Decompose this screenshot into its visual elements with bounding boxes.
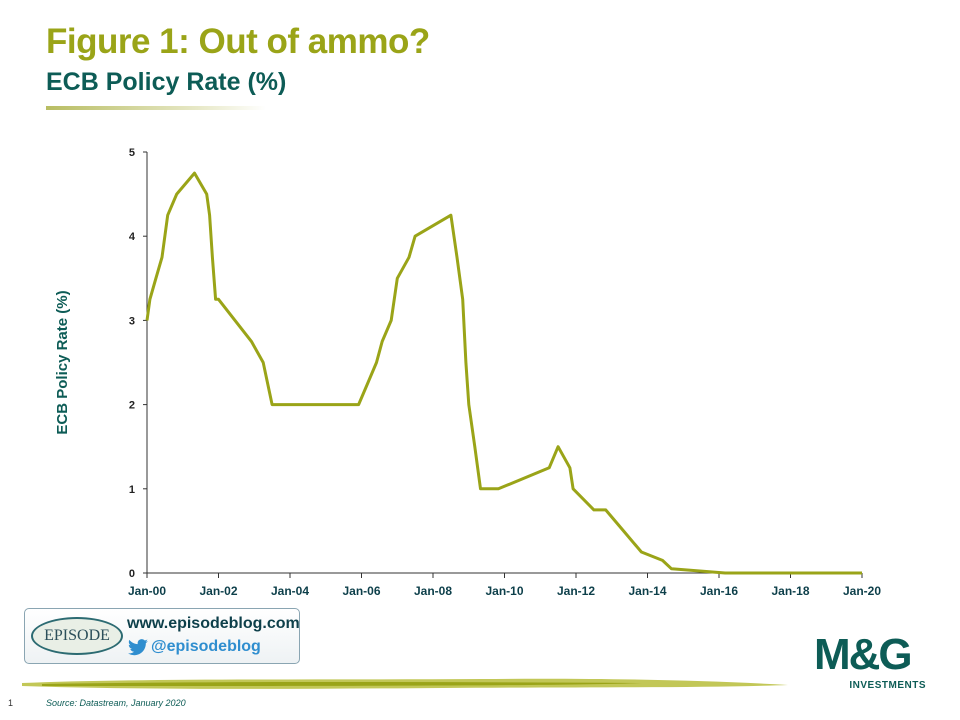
episode-logo[interactable]: EPISODE [31, 617, 123, 655]
x-tick-label: Jan-14 [628, 584, 666, 598]
x-tick-label: Jan-04 [271, 584, 309, 598]
mg-logo-text: M&G [814, 630, 913, 679]
blog-url-link[interactable]: www.episodeblog.com [127, 615, 300, 632]
episode-banner[interactable]: EPISODE www.episodeblog.com @episodeblog [24, 608, 300, 664]
x-tick-label: Jan-20 [843, 584, 881, 598]
y-tick-label: 5 [129, 147, 135, 159]
footer-brush-stroke [22, 678, 788, 689]
x-tick-label: Jan-02 [199, 584, 237, 598]
x-tick-label: Jan-12 [557, 584, 595, 598]
twitter-handle-link[interactable]: @episodeblog [151, 638, 261, 655]
x-tick-label: Jan-06 [342, 584, 380, 598]
y-axis-label: ECB Policy Rate (%) [54, 290, 71, 434]
y-tick-label: 1 [129, 484, 135, 496]
y-tick-label: 2 [129, 400, 135, 412]
source-note: Source: Datastream, January 2020 [46, 698, 186, 708]
title-underline [46, 106, 266, 110]
mg-investments-logo: M&G INVESTMENTS [814, 632, 930, 698]
y-tick-label: 4 [129, 231, 136, 243]
mg-logo-sub: INVESTMENTS [849, 680, 926, 691]
twitter-icon [128, 639, 148, 656]
x-tick-label: Jan-00 [128, 584, 166, 598]
x-tick-label: Jan-10 [485, 584, 523, 598]
y-tick-label: 3 [129, 315, 135, 327]
x-tick-label: Jan-08 [414, 584, 452, 598]
page-title: Figure 1: Out of ammo? [46, 22, 430, 61]
page-number: 1 [8, 698, 14, 708]
x-tick-label: Jan-16 [700, 584, 738, 598]
y-tick-label: 0 [129, 568, 135, 580]
page-subtitle: ECB Policy Rate (%) [46, 68, 287, 96]
x-tick-label: Jan-18 [771, 584, 809, 598]
series-line [145, 171, 862, 575]
